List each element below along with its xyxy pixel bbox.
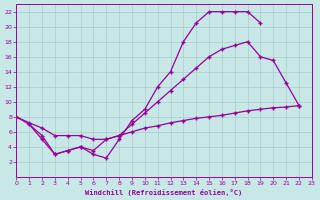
X-axis label: Windchill (Refroidissement éolien,°C): Windchill (Refroidissement éolien,°C) <box>85 189 243 196</box>
